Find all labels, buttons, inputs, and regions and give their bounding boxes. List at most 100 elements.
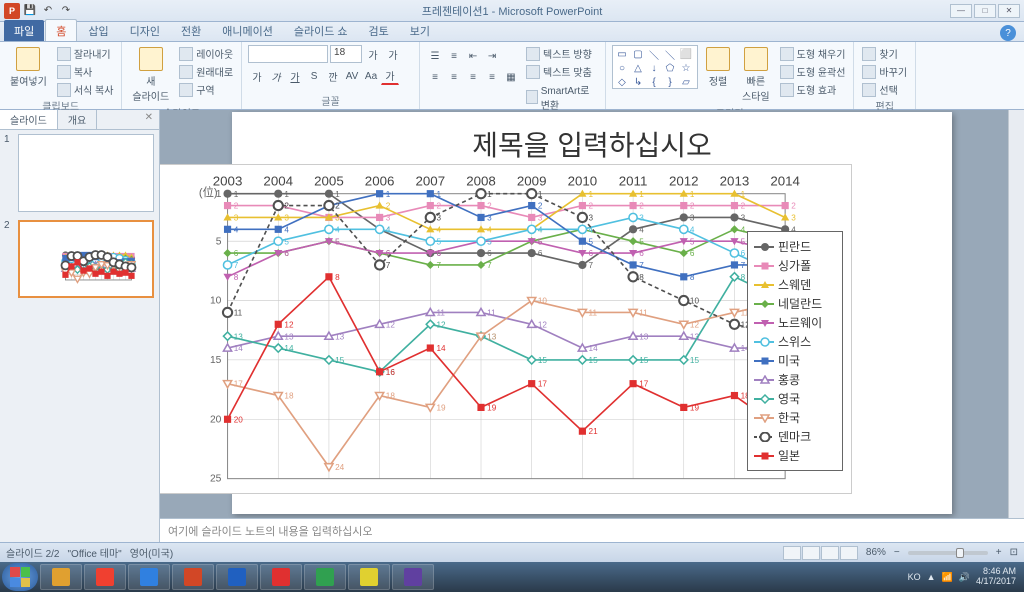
find-button[interactable]: 찾기 [860,45,909,62]
help-icon[interactable]: ? [1000,25,1016,41]
numbering-button[interactable]: ≡ [445,47,463,65]
shape-icon[interactable]: ◇ [615,76,629,88]
zoom-thumb[interactable] [956,548,964,558]
align-center-button[interactable]: ≡ [445,68,463,86]
section-button[interactable]: 구역 [177,81,235,98]
shadow-button[interactable]: 깐 [324,67,342,85]
clock[interactable]: 8:46 AM 4/17/2017 [976,567,1016,587]
taskbar-app[interactable] [260,564,302,590]
shape-icon[interactable]: ⬠ [663,62,677,74]
shape-icon[interactable]: { [647,76,661,88]
tab-design[interactable]: 디자인 [120,20,170,41]
slide-canvas[interactable]: 제목을 입력하십시오 15101520252003200420052006200… [160,110,1024,518]
case-button[interactable]: Aa [362,67,380,85]
italic-button[interactable]: 가 [267,67,285,85]
arrange-button[interactable]: 정렬 [702,45,734,90]
taskbar-app[interactable] [348,564,390,590]
maximize-button[interactable]: □ [974,4,996,18]
tab-animations[interactable]: 애니메이션 [212,20,283,41]
minimize-button[interactable]: — [950,4,972,18]
tab-transitions[interactable]: 전환 [171,20,211,41]
panel-close-icon[interactable]: ✕ [139,110,159,129]
columns-button[interactable]: ▦ [502,68,520,86]
thumbnail-2[interactable]: 2 [4,220,155,298]
shape-icon[interactable]: ▭ [615,48,629,60]
justify-button[interactable]: ≡ [483,68,501,86]
shape-icon[interactable]: ▱ [679,76,693,88]
grow-font-icon[interactable]: 가 [364,45,382,63]
shape-icon[interactable]: ↓ [647,62,661,74]
shapes-gallery[interactable]: ▭▢＼＼⬜ ○△↓⬠☆ ◇↳{}▱ [612,45,698,89]
shape-icon[interactable]: ○ [615,62,629,74]
shape-effects-button[interactable]: 도형 효과 [778,81,848,98]
layout-button[interactable]: 레이아웃 [177,45,235,62]
shape-icon[interactable]: } [663,76,677,88]
shape-icon[interactable]: △ [631,62,645,74]
tab-insert[interactable]: 삽입 [78,20,118,41]
smartart-button[interactable]: SmartArt로 변환 [524,81,599,113]
indent-dec-button[interactable]: ⇤ [464,47,482,65]
reset-button[interactable]: 원래대로 [177,63,235,80]
tab-view[interactable]: 보기 [400,20,440,41]
shrink-font-icon[interactable]: 가 [384,45,402,63]
taskbar-app[interactable] [84,564,126,590]
format-painter-button[interactable]: 서식 복사 [55,81,116,98]
panel-tab-outline[interactable]: 개요 [58,110,97,129]
shape-outline-button[interactable]: 도형 윤곽선 [778,63,848,80]
panel-tab-slides[interactable]: 슬라이드 [0,110,58,129]
spacing-button[interactable]: AV [343,67,361,85]
save-icon[interactable]: 💾 [22,3,38,19]
thumbnail-1[interactable]: 1 [4,134,155,212]
tab-review[interactable]: 검토 [359,20,399,41]
bold-button[interactable]: 가 [248,67,266,85]
tab-home[interactable]: 홈 [45,19,77,41]
redo-icon[interactable]: ↷ [58,3,74,19]
font-color-button[interactable]: 가 [381,67,399,85]
start-button[interactable] [2,563,38,591]
shape-fill-button[interactable]: 도형 채우기 [778,45,848,62]
sorter-view-button[interactable] [802,546,820,560]
shape-icon[interactable]: ↳ [631,76,645,88]
network-icon[interactable]: 📶 [942,572,953,583]
shape-icon[interactable]: ＼ [647,48,661,60]
zoom-level[interactable]: 86% [866,547,886,558]
volume-icon[interactable]: 🔊 [959,572,970,583]
copy-button[interactable]: 복사 [55,63,116,80]
close-button[interactable]: ✕ [998,4,1020,18]
reading-view-button[interactable] [821,546,839,560]
tab-file[interactable]: 파일 [4,20,44,41]
taskbar-app[interactable] [392,564,434,590]
vertical-scrollbar[interactable] [1008,110,1024,518]
strike-button[interactable]: S [305,67,323,85]
shape-icon[interactable]: ＼ [663,48,677,60]
taskbar-app[interactable] [128,564,170,590]
tab-slideshow[interactable]: 슬라이드 쇼 [284,20,358,41]
ime-indicator[interactable]: KO [908,572,921,582]
cut-button[interactable]: 잘라내기 [55,45,116,62]
notes-pane[interactable]: 여기에 슬라이드 노트의 내용을 입력하십시오 [160,518,1024,542]
select-button[interactable]: 선택 [860,81,909,98]
align-left-button[interactable]: ≡ [426,68,444,86]
indent-inc-button[interactable]: ⇥ [483,47,501,65]
font-family-select[interactable] [248,45,328,63]
taskbar-app[interactable] [172,564,214,590]
bullets-button[interactable]: ☰ [426,47,444,65]
chart-object[interactable]: 1510152025200320042005200620072008200920… [160,164,852,494]
zoom-out-button[interactable]: − [894,547,900,558]
zoom-in-button[interactable]: + [996,547,1002,558]
text-direction-button[interactable]: 텍스트 방향 [524,45,599,62]
shape-icon[interactable]: ⬜ [679,48,693,60]
new-slide-button[interactable]: 새 슬라이드 [128,45,173,105]
tray-icon[interactable]: ▲ [927,572,936,582]
fit-button[interactable]: ⊡ [1010,547,1018,558]
slideshow-view-button[interactable] [840,546,858,560]
text-align-button[interactable]: 텍스트 맞춤 [524,63,599,80]
shape-icon[interactable]: ☆ [679,62,693,74]
zoom-slider[interactable] [908,551,988,555]
slide-title-placeholder[interactable]: 제목을 입력하십시오 [232,124,952,164]
quick-styles-button[interactable]: 빠른 스타일 [738,45,774,105]
font-size-select[interactable]: 18 [330,45,362,63]
taskbar-app[interactable] [304,564,346,590]
align-right-button[interactable]: ≡ [464,68,482,86]
undo-icon[interactable]: ↶ [40,3,56,19]
